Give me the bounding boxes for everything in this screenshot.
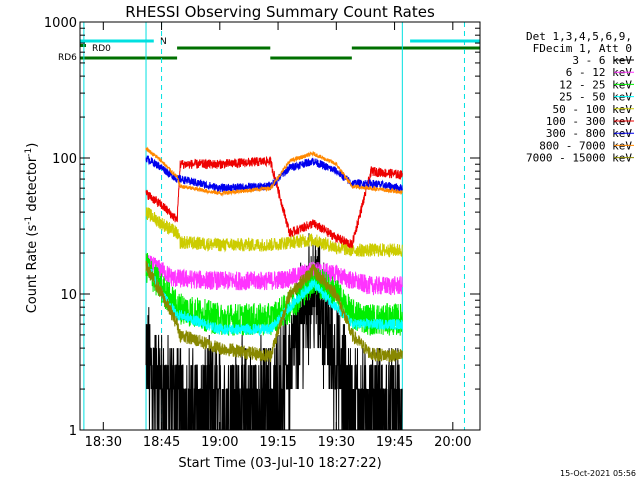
legend-label: 3 - 6 keV xyxy=(572,54,632,67)
y-axis-label-main: Count Rate (s xyxy=(25,225,40,314)
info-decimation: FDecim 1, Att 0 xyxy=(533,42,632,55)
y-axis-label-sup2: -1 xyxy=(24,148,34,157)
series-line xyxy=(145,207,403,258)
series-line xyxy=(145,263,403,337)
y-tick-label: 10 xyxy=(60,288,77,303)
legend-label: 300 - 800 keV xyxy=(546,127,632,140)
footer-timestamp: 15-Oct-2021 05:56 xyxy=(560,469,636,478)
rd6-flag-label: RD6 xyxy=(58,53,77,63)
x-tick-label: 18:30 xyxy=(85,435,122,450)
legend-label: 25 - 50 keV xyxy=(559,91,632,104)
y-axis-label-sup1: -1 xyxy=(24,216,34,225)
series-line xyxy=(145,156,403,249)
y-tick-label: 100 xyxy=(52,152,77,167)
y-axis-label-mid: detector xyxy=(25,156,40,216)
series-line xyxy=(145,260,403,363)
rd0-flag-label: RD0 xyxy=(92,44,111,54)
legend-label: 50 - 100 keV xyxy=(553,103,633,116)
y-axis-label: Count Rate (s-1 detector-1) xyxy=(24,143,40,314)
y-tick-label: 1 xyxy=(69,424,77,439)
info-detectors: Det 1,3,4,5,6,9, xyxy=(526,30,632,43)
rd0-flag-marker xyxy=(80,44,86,47)
legend-label: 800 - 7000 keV xyxy=(539,139,632,152)
legend-label: 12 - 25 keV xyxy=(559,78,632,91)
x-tick-label: 19:30 xyxy=(318,435,355,450)
x-tick-label: 18:45 xyxy=(143,435,180,450)
legend-label: 7000 - 15000 keV xyxy=(526,152,632,165)
x-tick-label: 19:15 xyxy=(259,435,296,450)
series-line xyxy=(145,253,403,296)
x-tick-label: 19:00 xyxy=(201,435,238,450)
legend-label: 6 - 12 keV xyxy=(566,66,633,79)
legend-label: 100 - 300 keV xyxy=(546,115,632,128)
series-line xyxy=(145,146,403,197)
y-axis-label-end: ) xyxy=(25,143,40,148)
x-tick-label: 20:00 xyxy=(434,435,471,450)
y-tick-label: 1000 xyxy=(44,16,77,31)
plot-frame xyxy=(79,21,481,431)
plot-area: N RD0 RD6 1 10 100 1000 18:30 18:45 19:00 19:15 19:… xyxy=(44,16,481,450)
x-tick-label: 19:45 xyxy=(376,435,413,450)
chart-title: RHESSI Observing Summary Count Rates xyxy=(125,3,435,21)
x-axis-label: Start Time (03-Jul-10 18:27:22) xyxy=(178,456,381,471)
night-flag-label: N xyxy=(160,37,167,47)
